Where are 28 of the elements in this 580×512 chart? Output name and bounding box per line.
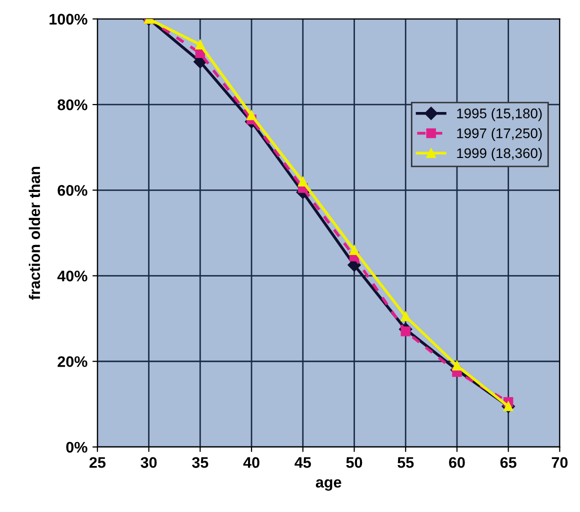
x-tick-label: 35 — [192, 457, 208, 468]
point — [452, 360, 462, 371]
x-tick-label: 55 — [398, 457, 414, 468]
x-axis-title: age — [316, 479, 342, 491]
y-tick-label: 100% — [50, 14, 88, 25]
y-tick-label: 40% — [57, 270, 88, 282]
x-tick-label: 40 — [243, 457, 260, 468]
x-tick-label: 70 — [552, 457, 568, 468]
y-axis-title: fraction older than — [28, 166, 40, 300]
x-tick-label: 45 — [294, 457, 311, 468]
point — [246, 110, 256, 120]
y-tick-label: 0% — [66, 442, 88, 453]
legend-label: 1999 (18,360) — [457, 148, 542, 161]
x-tick-label: 65 — [500, 457, 516, 468]
point — [400, 326, 410, 336]
x-tick-label: 25 — [89, 457, 106, 468]
point — [400, 312, 410, 322]
x-tick-label: 60 — [449, 457, 465, 468]
x-tick-label: 30 — [140, 457, 157, 468]
legend-label: 1995 (15,180) — [457, 108, 542, 122]
point — [298, 176, 308, 186]
y-tick-label: 20% — [58, 356, 88, 368]
point — [195, 40, 206, 50]
x-tick-label: 50 — [346, 457, 362, 468]
y-tick-label: 80% — [58, 99, 88, 110]
y-tick-label: 60% — [58, 185, 88, 196]
legend-label: 1997 (17,250) — [457, 128, 542, 141]
point — [349, 245, 360, 255]
